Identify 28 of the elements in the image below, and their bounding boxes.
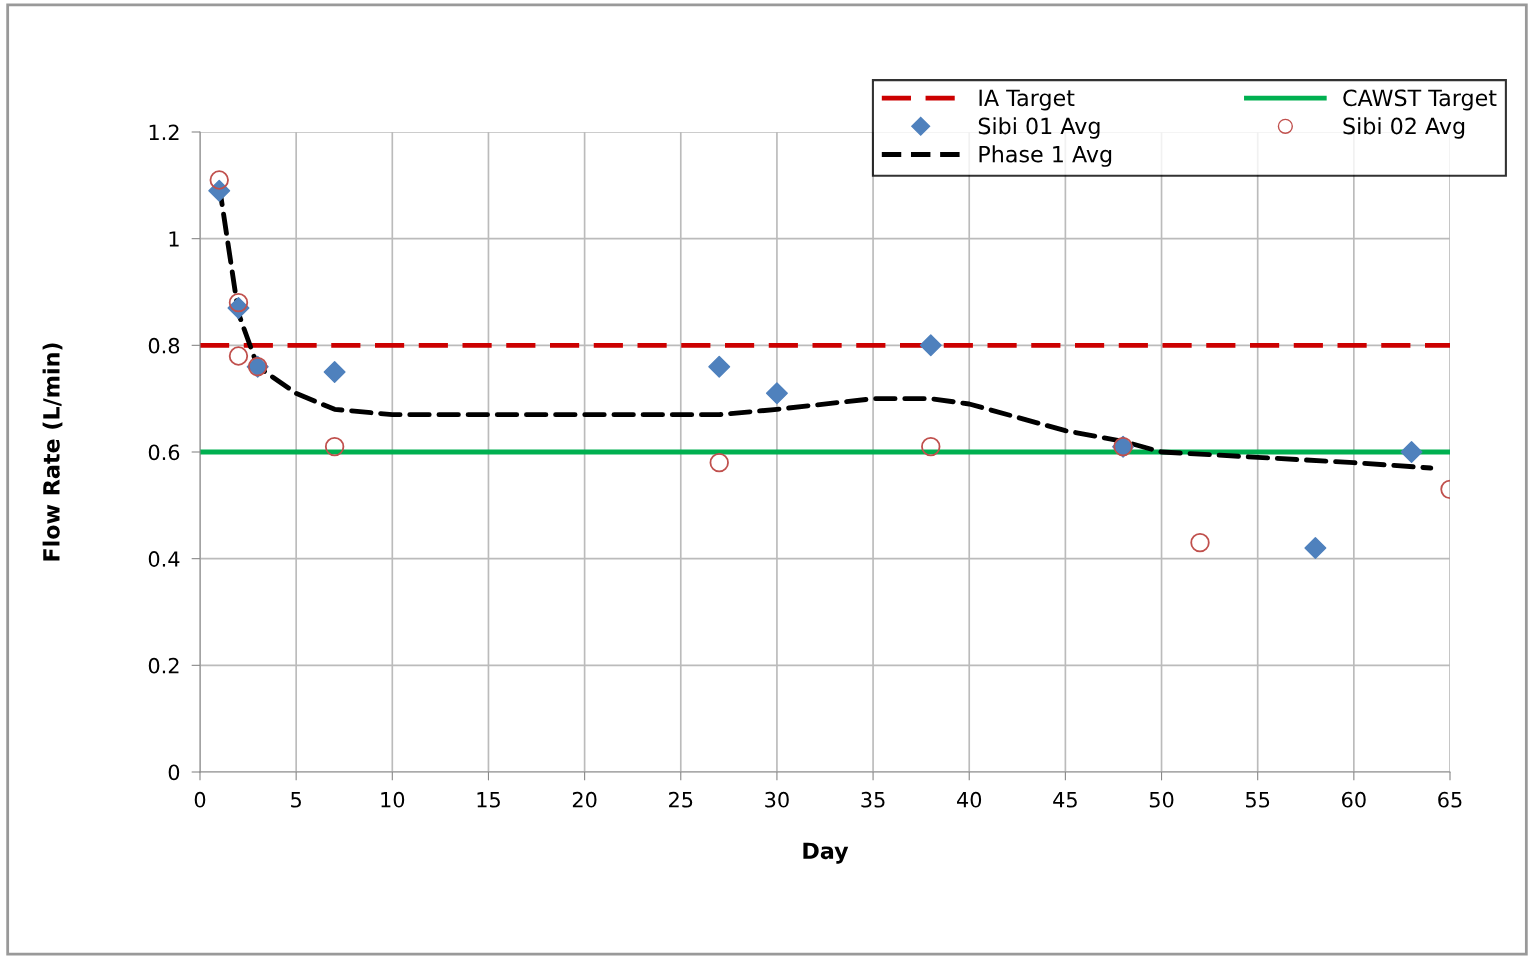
x-tick-label: 30: [765, 791, 789, 808]
legend-label: Sibi 02 Avg: [1343, 117, 1465, 139]
y-tick-label: 0.2: [148, 657, 179, 674]
x-tick-label: 50: [1149, 791, 1174, 808]
x-tick-label: 40: [956, 791, 982, 808]
legend-label: Sibi 01 Avg: [978, 117, 1100, 139]
y-tick-label: 0.8: [148, 337, 180, 354]
x-tick-label: 20: [572, 791, 597, 808]
x-axis-title: Day: [803, 842, 849, 864]
x-tick-label: 25: [669, 791, 693, 808]
x-tick-label: 60: [1342, 791, 1366, 808]
y-tick-label: 0.6: [148, 444, 180, 461]
y-tick-label: 0.4: [148, 551, 180, 567]
x-tick-label: 5: [291, 792, 301, 808]
x-tick-label: 35: [861, 791, 885, 808]
x-tick-label: 15: [477, 792, 500, 808]
y-tick-label: 0: [168, 764, 180, 781]
y-axis-title: Flow Rate (L/min): [42, 343, 63, 561]
legend-label: Phase 1 Avg: [979, 145, 1112, 167]
legend-label: IA Target: [979, 89, 1075, 111]
y-tick-label: 1.2: [149, 124, 179, 140]
x-tick-label: 45: [1053, 792, 1077, 808]
x-tick-label: 55: [1246, 792, 1270, 808]
x-tick-label: 10: [381, 791, 405, 808]
x-tick-label: 65: [1438, 791, 1462, 808]
y-tick-label: 1: [169, 231, 179, 247]
x-tick-label: 0: [194, 791, 206, 808]
legend-label: CAWST Target: [1343, 89, 1497, 111]
